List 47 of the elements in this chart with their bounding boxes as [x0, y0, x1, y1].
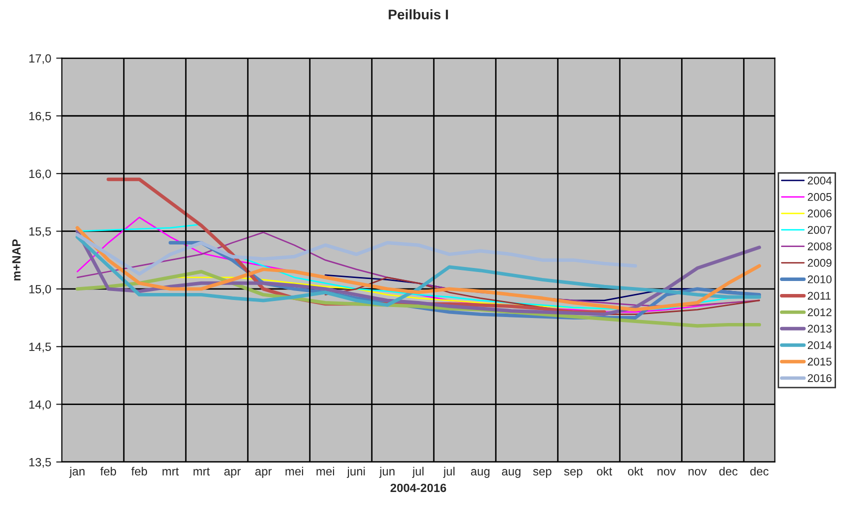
y-tick-label: 14,5: [29, 342, 51, 352]
y-tick-label: 15,0: [29, 284, 51, 295]
x-tick-label: jul: [443, 466, 454, 478]
legend-label: 2016: [808, 374, 832, 382]
legend-label: 2010: [808, 275, 832, 284]
legend-label: 2005: [808, 193, 832, 201]
y-axis-title: m+NAP: [12, 239, 20, 280]
x-tick-label: aug: [470, 469, 490, 478]
x-tick-label: jun: [379, 466, 394, 478]
x-tick-label: mei: [316, 466, 334, 476]
x-tick-label: mei: [286, 466, 304, 476]
legend-label: 2008: [808, 242, 832, 250]
x-tick-label: dec: [719, 466, 738, 476]
x-tick-label: dec: [750, 466, 769, 476]
x-tick-label: jul: [412, 466, 424, 478]
x-tick-label: apr: [255, 469, 272, 478]
y-tick-label: 17,0: [29, 54, 51, 64]
x-tick-label: nov: [688, 469, 707, 476]
x-tick-label: sep: [533, 469, 552, 478]
x-tick-label: feb: [100, 466, 116, 476]
x-tick-label: nov: [658, 469, 676, 476]
x-tick-label: jan: [69, 466, 84, 478]
legend-label: 2007: [808, 226, 832, 234]
x-tick-label: mrt: [194, 468, 210, 476]
legend-label: 2015: [808, 358, 832, 366]
legend-label: 2013: [808, 324, 832, 333]
legend-label: 2004: [808, 176, 832, 184]
x-tick-label: feb: [131, 466, 148, 476]
y-tick-label: 14,0: [29, 400, 51, 410]
y-tick-label: 15,5: [29, 227, 51, 238]
x-tick-label: juni: [346, 466, 365, 478]
x-tick-label: mrt: [162, 468, 179, 476]
x-tick-label: aug: [502, 469, 520, 478]
x-tick-label: okt: [596, 466, 612, 476]
x-tick-label: okt: [628, 466, 644, 476]
x-tick-label: sep: [564, 469, 582, 478]
y-tick-label: 13,5: [29, 458, 51, 468]
y-tick-label: 16,5: [29, 112, 51, 122]
legend-label: 2006: [808, 210, 832, 218]
y-tick-label: 16,0: [29, 170, 51, 180]
legend-label: 2012: [808, 308, 832, 316]
legend-label: 2009: [808, 258, 832, 267]
legend-label: 2011: [808, 292, 831, 300]
legend-label: 2014: [808, 341, 832, 350]
x-axis-title: 2004-2016: [390, 484, 446, 492]
chart-title: Peilbuis I: [388, 9, 448, 20]
x-tick-label: apr: [224, 469, 241, 478]
